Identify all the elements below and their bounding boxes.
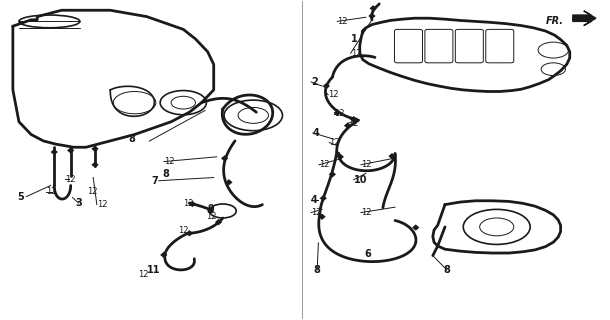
Polygon shape [412, 224, 420, 231]
Text: 12: 12 [65, 175, 75, 184]
Polygon shape [370, 5, 377, 12]
Text: 12: 12 [361, 208, 371, 217]
Text: 12: 12 [351, 49, 361, 58]
Text: 12: 12 [183, 199, 194, 208]
Polygon shape [350, 116, 357, 123]
Text: 8: 8 [443, 265, 450, 275]
Text: 12: 12 [311, 208, 321, 217]
Text: 2: 2 [311, 77, 318, 87]
Text: 7: 7 [152, 176, 159, 186]
Text: 12: 12 [337, 17, 348, 26]
Polygon shape [573, 11, 596, 26]
Text: 8: 8 [129, 134, 135, 144]
Text: 12: 12 [319, 160, 329, 169]
Text: 3: 3 [75, 198, 82, 208]
Text: 11: 11 [147, 265, 161, 275]
Text: FR.: FR. [545, 16, 564, 27]
Polygon shape [51, 149, 58, 155]
Text: 8: 8 [162, 169, 169, 179]
Text: 4: 4 [313, 128, 320, 138]
Text: 1: 1 [351, 34, 357, 44]
Text: 12: 12 [97, 200, 107, 209]
Text: 12: 12 [348, 119, 358, 128]
Text: 12: 12 [329, 138, 340, 147]
Polygon shape [318, 213, 326, 220]
Text: 12: 12 [46, 188, 57, 196]
Polygon shape [188, 201, 196, 207]
Polygon shape [334, 110, 341, 116]
Polygon shape [160, 252, 168, 258]
Polygon shape [207, 208, 214, 214]
Text: 12: 12 [206, 212, 217, 221]
Text: 6: 6 [364, 249, 371, 259]
Text: 10: 10 [354, 175, 367, 185]
Polygon shape [368, 13, 376, 19]
Text: 12: 12 [138, 269, 148, 279]
Text: 9: 9 [207, 204, 214, 214]
Text: 12: 12 [164, 157, 174, 166]
Polygon shape [323, 83, 330, 89]
Polygon shape [389, 153, 396, 159]
Text: 12: 12 [178, 226, 189, 235]
Polygon shape [344, 123, 351, 129]
Text: 12: 12 [334, 109, 345, 118]
Polygon shape [320, 195, 327, 201]
Polygon shape [185, 230, 193, 236]
Text: 4: 4 [311, 195, 318, 205]
Polygon shape [225, 179, 232, 186]
Polygon shape [337, 154, 344, 160]
Polygon shape [67, 147, 74, 154]
Polygon shape [215, 219, 222, 225]
Text: 12: 12 [361, 160, 371, 169]
Text: 8: 8 [314, 265, 321, 275]
Text: 5: 5 [17, 192, 24, 202]
Polygon shape [92, 162, 99, 168]
Text: 12: 12 [87, 188, 98, 196]
Polygon shape [221, 155, 228, 162]
Polygon shape [329, 171, 336, 178]
Polygon shape [92, 146, 99, 152]
Text: 12: 12 [328, 90, 339, 99]
